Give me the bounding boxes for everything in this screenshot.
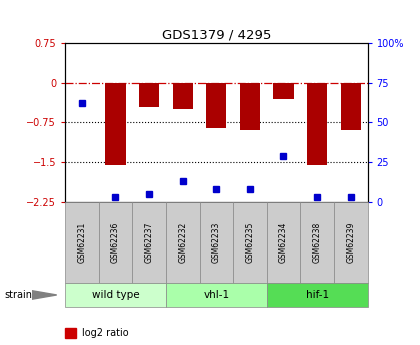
Bar: [173, 83, 193, 109]
Text: GSM62237: GSM62237: [144, 222, 154, 263]
Text: GSM62231: GSM62231: [77, 222, 87, 263]
Bar: [240, 83, 260, 130]
Bar: [105, 83, 126, 165]
Text: hif-1: hif-1: [305, 290, 329, 300]
Bar: [307, 83, 327, 165]
Text: GSM62233: GSM62233: [212, 222, 221, 263]
Text: GSM62232: GSM62232: [178, 222, 187, 263]
Bar: [341, 83, 361, 130]
Text: GSM62235: GSM62235: [245, 222, 255, 263]
Title: GDS1379 / 4295: GDS1379 / 4295: [162, 29, 271, 42]
Text: GSM62234: GSM62234: [279, 222, 288, 263]
Text: wild type: wild type: [92, 290, 139, 300]
Text: GSM62238: GSM62238: [312, 222, 322, 263]
Bar: [206, 83, 226, 128]
Polygon shape: [32, 290, 57, 299]
Bar: [139, 83, 159, 107]
Text: vhl-1: vhl-1: [203, 290, 229, 300]
Text: log2 ratio: log2 ratio: [82, 328, 129, 338]
Bar: [273, 83, 294, 99]
Text: GSM62236: GSM62236: [111, 222, 120, 263]
Text: GSM62239: GSM62239: [346, 222, 355, 263]
Text: strain: strain: [4, 290, 32, 300]
